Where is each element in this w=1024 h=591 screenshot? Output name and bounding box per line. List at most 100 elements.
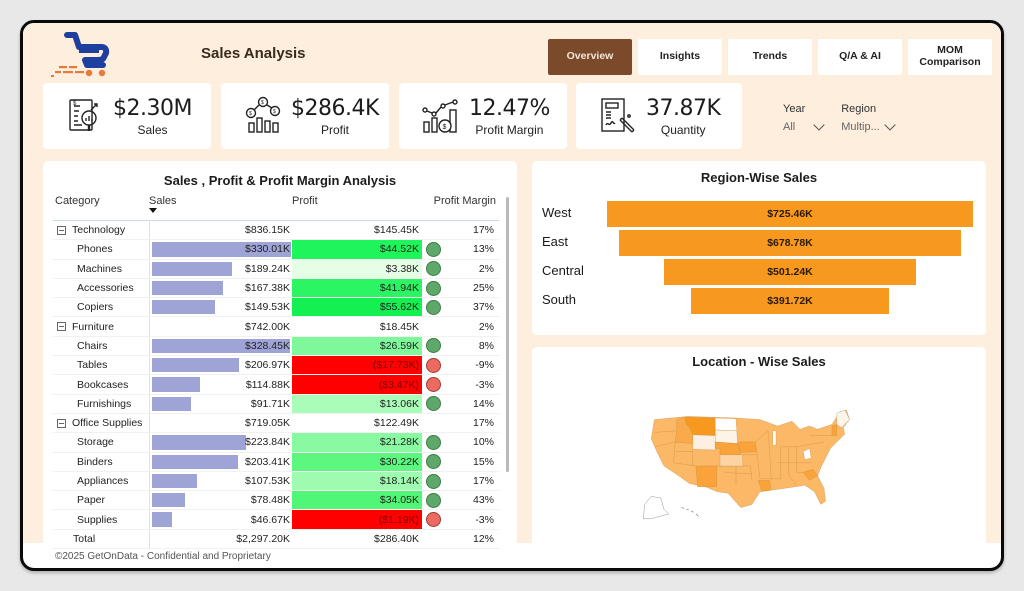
subcategory-row[interactable]: Paper $78.48K $34.05K 43% [53, 491, 499, 511]
sales-value: $149.53K [245, 301, 290, 314]
region-bar[interactable]: $725.46K [607, 201, 973, 227]
matrix-table: Category Sales Profit Profit Margin Tech… [53, 195, 499, 550]
collapse-icon[interactable] [57, 225, 66, 235]
sales-cell: $107.53K [149, 471, 292, 491]
negative-status-icon [425, 357, 441, 373]
svg-text:$: $ [73, 101, 77, 107]
sales-data-bar [152, 512, 172, 527]
profit-margin-cell: 12% [472, 532, 494, 545]
profit-cell: $26.59K [292, 336, 422, 356]
sales-data-bar [152, 261, 232, 276]
region-row: Central $501.24K [532, 259, 986, 285]
sales-cell: $46.67K [149, 510, 292, 529]
sort-descending-icon [149, 208, 157, 213]
matrix-title: Sales , Profit & Profit Margin Analysis [163, 173, 397, 188]
tab-mom-comparison[interactable]: MOM Comparison [908, 39, 992, 75]
sales-data-bar [152, 377, 201, 392]
region-bar[interactable]: $501.24K [663, 259, 917, 285]
state-idaho [675, 416, 693, 444]
us-states-map[interactable] [640, 377, 880, 547]
matrix-scrollbar[interactable] [506, 197, 509, 472]
subcategory-row[interactable]: Copiers $149.53K $55.62K 37% [53, 298, 499, 318]
subcategory-row[interactable]: Machines $189.24K $3.38K 2% [53, 259, 499, 279]
sales-value: $46.67K [250, 513, 290, 526]
tab-insights[interactable]: Insights [638, 39, 722, 75]
matrix-header: Category Sales Profit Profit Margin [53, 195, 499, 221]
profit-margin-cell: 37% [472, 301, 494, 314]
sales-cell: $328.45K [149, 336, 292, 356]
year-dropdown[interactable]: All [783, 119, 825, 133]
region-sales-panel: Region-Wise Sales West $725.46K East $678.7… [532, 161, 986, 335]
sales-value: $91.71K [250, 397, 290, 410]
profit-cell: $3.38K [292, 259, 422, 278]
region-value-label: $501.24K [767, 266, 813, 278]
tab-qa-ai[interactable]: Q/A & AI [818, 39, 902, 75]
total-row[interactable]: Total $2,297.20K $286.40K 12% [53, 529, 499, 550]
status-indicator-cell [422, 492, 444, 508]
category-cell: Storage [53, 436, 149, 448]
svg-text:$: $ [249, 111, 252, 117]
subcategory-row[interactable]: Phones $330.01K $44.52K 13% [53, 240, 499, 260]
profit-margin-cell: 25% [472, 282, 494, 295]
category-cell: Furniture [53, 321, 149, 333]
subcategory-row[interactable]: Chairs $328.45K $26.59K 8% [53, 336, 499, 357]
category-name: Total [73, 532, 96, 545]
sales-cell: $78.48K [149, 491, 292, 510]
category-name: Appliances [77, 475, 129, 487]
category-row[interactable]: Office Supplies $719.05K $122.49K 17% [53, 413, 499, 434]
sales-cell: $330.01K [149, 240, 292, 259]
status-indicator-cell [422, 241, 444, 257]
subcategory-row[interactable]: Furnishings $91.71K $13.06K 14% [53, 394, 499, 414]
profit-cell: $13.06K [292, 394, 422, 413]
region-row: South $391.72K [532, 288, 986, 314]
sales-value: $107.53K [245, 475, 290, 487]
subcategory-row[interactable]: Bookcases $114.88K ($3.47K) -3% [53, 375, 499, 395]
region-bar[interactable]: $678.78K [618, 230, 962, 256]
category-name: Machines [77, 262, 122, 275]
col-header-sales-label: Sales [149, 195, 177, 207]
collapse-icon[interactable] [57, 418, 66, 428]
col-header-sales[interactable]: Sales [149, 195, 292, 213]
col-header-profit[interactable]: Profit [292, 195, 318, 207]
sales-data-bar [152, 454, 238, 469]
category-cell: Paper [53, 494, 149, 506]
category-cell: Bookcases [53, 379, 149, 391]
profit-margin-cell: 2% [478, 262, 494, 275]
tab-overview[interactable]: Overview [548, 39, 632, 75]
category-row[interactable]: Furniture $742.00K $18.45K 2% [53, 317, 499, 337]
subcategory-row[interactable]: Appliances $107.53K $18.14K 17% [53, 471, 499, 492]
kpi-card-sales: $ $2.30M Sales [43, 83, 211, 149]
chevron-down-icon [813, 119, 825, 131]
profit-cell: ($1.19K) [292, 510, 422, 529]
category-cell: Technology [53, 224, 149, 236]
category-cell: Appliances [53, 475, 149, 487]
subcategory-row[interactable]: Storage $223.84K $21.28K 10% [53, 433, 499, 453]
kpi-sales-label: Sales [137, 122, 168, 137]
status-indicator-cell [422, 280, 444, 296]
positive-status-icon [425, 473, 441, 489]
positive-status-icon [425, 299, 441, 315]
region-bar[interactable]: $391.72K [691, 288, 889, 314]
tab-trends[interactable]: Trends [728, 39, 812, 75]
col-header-category[interactable]: Category [55, 195, 100, 207]
collapse-icon[interactable] [57, 322, 66, 332]
region-chart-title: Region-Wise Sales [700, 170, 818, 185]
category-cell: Tables [53, 359, 149, 371]
growth-chart-icon: $ [422, 99, 458, 133]
profit-margin-cell: 14% [472, 397, 494, 410]
sales-value: $203.41K [245, 455, 290, 468]
subcategory-row[interactable]: Accessories $167.38K $41.94K 25% [53, 278, 499, 299]
subcategory-row[interactable]: Supplies $46.67K ($1.19K) -3% [53, 510, 499, 530]
subcategory-row[interactable]: Tables $206.97K ($17.73K) -9% [53, 356, 499, 376]
sales-data-bar [152, 396, 191, 411]
category-row[interactable]: Technology $836.15K $145.45K 17% [53, 221, 499, 241]
profit-margin-cell: -3% [475, 513, 494, 526]
svg-text:$: $ [443, 124, 447, 131]
subcategory-row[interactable]: Binders $203.41K $30.22K 15% [53, 452, 499, 472]
col-header-profit-margin[interactable]: Profit Margin [433, 195, 496, 207]
profit-cell: $122.49K [374, 417, 419, 430]
sales-cell: $91.71K [149, 394, 292, 413]
category-name: Bookcases [77, 378, 129, 391]
region-dropdown[interactable]: Multip... [841, 119, 896, 133]
year-selected-value: All [783, 121, 796, 133]
